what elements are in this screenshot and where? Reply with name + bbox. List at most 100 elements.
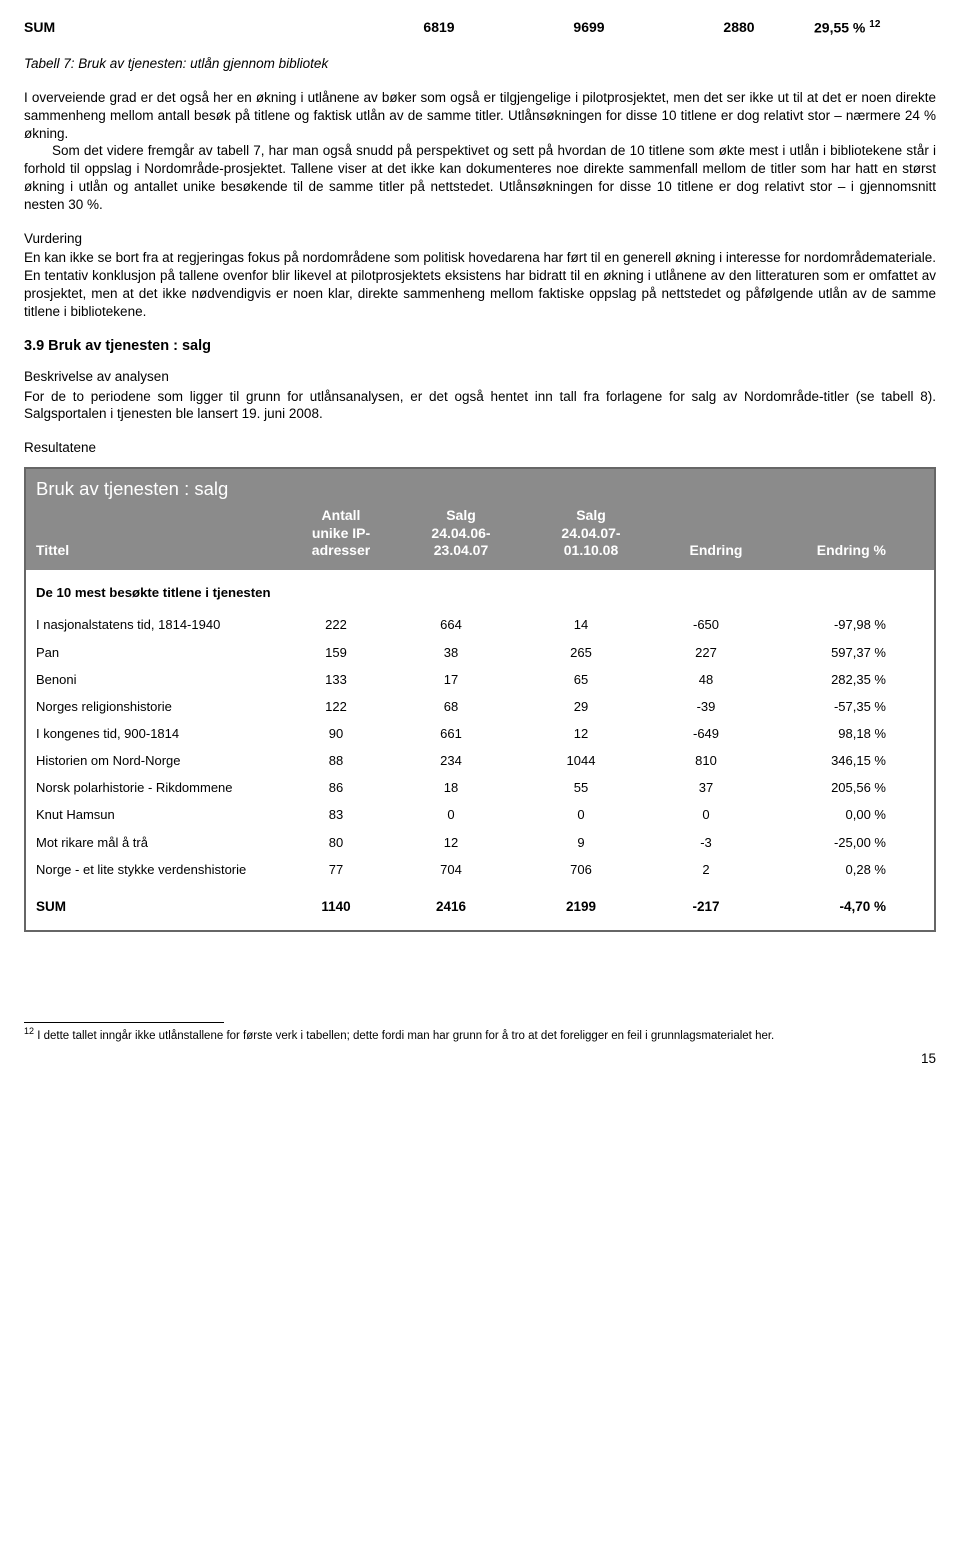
row-title: I nasjonalstatens tid, 1814-1940 [36, 616, 286, 633]
table-row: I nasjonalstatens tid, 1814-194022266414… [36, 611, 924, 638]
row-a: 88 [286, 752, 386, 769]
row-a: 133 [286, 671, 386, 688]
row-title: Mot rikare mål å trå [36, 834, 286, 851]
row-title: Norge - et lite stykke verdenshistorie [36, 861, 286, 878]
row-e: 346,15 % [766, 752, 886, 769]
sum-pct: 29,55 % 12 [814, 18, 936, 37]
sum-pct-sup: 12 [869, 19, 880, 30]
row-e: -97,98 % [766, 616, 886, 633]
row-d: 48 [646, 671, 766, 688]
row-c: 706 [516, 861, 646, 878]
row-a: 90 [286, 725, 386, 742]
row-b: 68 [386, 698, 516, 715]
sum-pct-val: 29,55 % [814, 20, 865, 36]
row-b: 234 [386, 752, 516, 769]
sales-table: Bruk av tjenesten : salg Tittel Antall u… [24, 467, 936, 932]
row-c: 265 [516, 644, 646, 661]
section-3-9-heading: 3.9 Bruk av tjenesten : salg [24, 337, 936, 356]
page-number: 15 [24, 1050, 936, 1068]
table-row: Historien om Nord-Norge882341044810346,1… [36, 747, 924, 774]
vurdering-heading: Vurdering [24, 230, 936, 248]
para1b: Som det videre fremgår av tabell 7, har … [24, 142, 936, 213]
row-c: 65 [516, 671, 646, 688]
row-b: 0 [386, 806, 516, 823]
table7-caption: Tabell 7: Bruk av tjenesten: utlån gjenn… [24, 55, 936, 73]
row-e: -57,35 % [766, 698, 886, 715]
row-b: 38 [386, 644, 516, 661]
footnote-text: I dette tallet inngår ikke utlånstallene… [34, 1030, 774, 1042]
row-d: 227 [646, 644, 766, 661]
row-d: -649 [646, 725, 766, 742]
row-a: 222 [286, 616, 386, 633]
row-b: 18 [386, 779, 516, 796]
row-b: 664 [386, 616, 516, 633]
row-a: 159 [286, 644, 386, 661]
row-e: 0,28 % [766, 861, 886, 878]
para1a: I overveiende grad er det også her en øk… [24, 90, 936, 141]
row-d: 810 [646, 752, 766, 769]
row-a: 122 [286, 698, 386, 715]
sum2-a: 1140 [286, 898, 386, 916]
row-c: 0 [516, 806, 646, 823]
sum-v2: 9699 [514, 18, 664, 37]
table-row: Pan15938265227597,37 % [36, 639, 924, 666]
row-title: Pan [36, 644, 286, 661]
resultatene-heading: Resultatene [24, 439, 936, 457]
row-c: 12 [516, 725, 646, 742]
col-salg2: Salg 24.04.07- 01.10.08 [526, 507, 656, 560]
top-sum-row: SUM 6819 9699 2880 29,55 % 12 [24, 18, 936, 37]
sum-v1: 6819 [364, 18, 514, 37]
row-title: Norsk polarhistorie - Rikdommene [36, 779, 286, 796]
sales-table-header: Bruk av tjenesten : salg Tittel Antall u… [26, 469, 934, 570]
table-row: Mot rikare mål å trå80129-3-25,00 % [36, 829, 924, 856]
row-b: 12 [386, 834, 516, 851]
sum2-d: -217 [646, 898, 766, 916]
sum2-c: 2199 [516, 898, 646, 916]
row-e: 0,00 % [766, 806, 886, 823]
row-title: Historien om Nord-Norge [36, 752, 286, 769]
row-a: 80 [286, 834, 386, 851]
row-c: 14 [516, 616, 646, 633]
table-row: Knut Hamsun830000,00 % [36, 801, 924, 828]
col-antall: Antall unike IP- adresser [286, 507, 396, 560]
sales-columns: Tittel Antall unike IP- adresser Salg 24… [36, 507, 924, 560]
row-e: 597,37 % [766, 644, 886, 661]
row-c: 1044 [516, 752, 646, 769]
row-e: 205,56 % [766, 779, 886, 796]
table-row: I kongenes tid, 900-18149066112-64998,18… [36, 720, 924, 747]
row-a: 86 [286, 779, 386, 796]
row-d: -650 [646, 616, 766, 633]
row-title: Benoni [36, 671, 286, 688]
table-row: Norsk polarhistorie - Rikdommene86185537… [36, 774, 924, 801]
row-b: 704 [386, 861, 516, 878]
row-b: 661 [386, 725, 516, 742]
sales-subtitle: De 10 mest besøkte titlene i tjenesten [36, 584, 924, 601]
sum2-label: SUM [36, 898, 286, 916]
row-a: 77 [286, 861, 386, 878]
sum-v3: 2880 [664, 18, 814, 37]
col-endring-pct: Endring % [776, 542, 886, 560]
table-row: Norges religionshistorie1226829-39-57,35… [36, 693, 924, 720]
row-b: 17 [386, 671, 516, 688]
sum2-b: 2416 [386, 898, 516, 916]
row-title: Norges religionshistorie [36, 698, 286, 715]
row-c: 29 [516, 698, 646, 715]
row-d: 37 [646, 779, 766, 796]
row-e: 282,35 % [766, 671, 886, 688]
row-e: -25,00 % [766, 834, 886, 851]
paragraph-1: I overveiende grad er det også her en øk… [24, 89, 936, 214]
row-c: 55 [516, 779, 646, 796]
row-d: 2 [646, 861, 766, 878]
row-title: I kongenes tid, 900-1814 [36, 725, 286, 742]
footnote-separator [24, 1022, 224, 1023]
sales-table-title: Bruk av tjenesten : salg [36, 477, 924, 501]
row-title: Knut Hamsun [36, 806, 286, 823]
row-c: 9 [516, 834, 646, 851]
beskrivelse-heading: Beskrivelse av analysen [24, 368, 936, 386]
sum-label: SUM [24, 18, 364, 37]
footnote-number: 12 [24, 1026, 34, 1036]
row-d: 0 [646, 806, 766, 823]
col-salg1: Salg 24.04.06- 23.04.07 [396, 507, 526, 560]
table-row: Benoni133176548282,35 % [36, 666, 924, 693]
table-row: Norge - et lite stykke verdenshistorie77… [36, 856, 924, 883]
